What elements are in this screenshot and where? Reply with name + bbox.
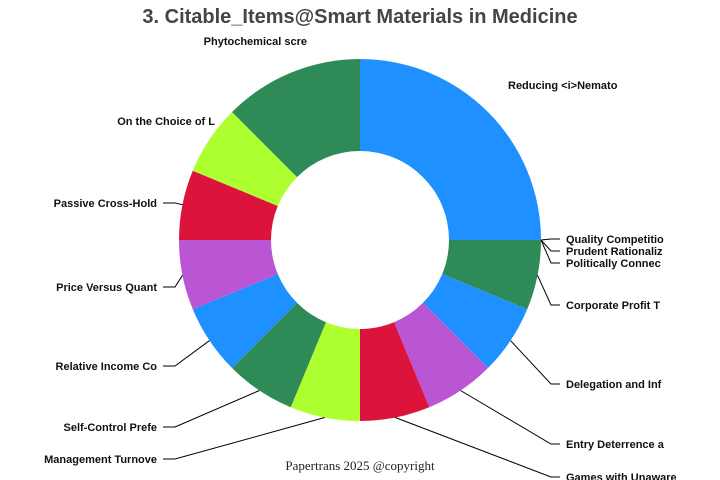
donut-slice[interactable] <box>360 59 541 240</box>
slice-label: Corporate Profit T <box>566 300 660 312</box>
label-leader-line <box>540 239 560 264</box>
slice-label: Phytochemical scre <box>204 36 307 48</box>
slice-label: Quality Competitio <box>566 234 664 246</box>
donut-slice[interactable] <box>192 274 298 368</box>
donut-slice[interactable] <box>179 240 278 310</box>
slice-label: Delegation and Inf <box>566 379 662 391</box>
donut-slice[interactable] <box>360 322 430 421</box>
donut-slice[interactable] <box>394 302 488 408</box>
label-leader-line <box>540 238 560 241</box>
slice-label: Reducing <i>Nemato <box>508 80 618 92</box>
donut-slice[interactable] <box>232 59 360 178</box>
label-leader-line <box>163 340 210 367</box>
label-leader-line <box>537 275 560 306</box>
label-leader-line <box>540 239 560 252</box>
label-leader-line <box>163 275 183 288</box>
slice-label: Politically Connec <box>566 258 661 270</box>
label-leader-line <box>460 390 560 445</box>
donut-slice[interactable] <box>192 112 298 206</box>
slice-label: Self-Control Prefe <box>63 422 157 434</box>
slice-label: Management Turnove <box>44 454 157 466</box>
label-leader-line <box>395 417 560 478</box>
slice-label: On the Choice of L <box>117 116 215 128</box>
slice-label: Passive Cross-Hold <box>54 198 157 210</box>
label-leader-line <box>163 417 325 460</box>
donut-slice[interactable] <box>232 302 326 408</box>
donut-slice[interactable] <box>442 240 542 310</box>
donut-slice[interactable] <box>290 322 360 421</box>
label-leader-line <box>163 390 260 428</box>
slice-label: Price Versus Quant <box>56 282 157 294</box>
slice-label: Prudent Rationaliz <box>566 246 663 258</box>
donut-slice[interactable] <box>179 170 278 240</box>
slice-label: Games with Unaware <box>566 472 677 480</box>
label-leader-line <box>163 202 183 206</box>
slice-label: Relative Income Co <box>56 361 158 373</box>
label-leader-line <box>510 340 560 385</box>
chart-title: 3. Citable_Items@Smart Materials in Medi… <box>142 6 578 28</box>
slice-label: Entry Deterrence a <box>566 439 665 451</box>
donut-slice[interactable] <box>422 274 528 368</box>
copyright-footer: Papertrans 2025 @copyright <box>285 458 435 473</box>
